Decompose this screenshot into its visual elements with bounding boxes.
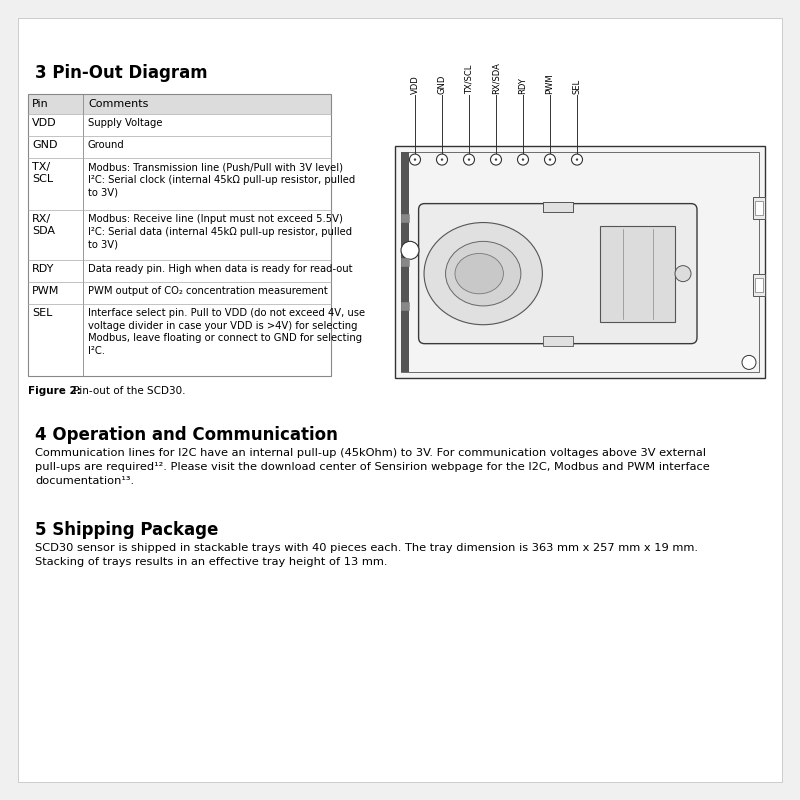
Bar (28, 94, 331, 114)
Bar (28, 94, 331, 376)
Circle shape (410, 154, 421, 165)
Text: 4 Operation and Communication: 4 Operation and Communication (35, 426, 338, 444)
FancyBboxPatch shape (418, 204, 697, 344)
Text: Modbus: Receive line (Input must not exceed 5.5V)
I²C: Serial data (internal 45k: Modbus: Receive line (Input must not exc… (88, 214, 352, 249)
Text: PWM: PWM (546, 73, 554, 94)
Bar (542, 336, 573, 346)
Text: Interface select pin. Pull to VDD (do not exceed 4V, use
voltage divider in case: Interface select pin. Pull to VDD (do no… (88, 308, 365, 355)
Text: Pin: Pin (32, 99, 49, 110)
Ellipse shape (424, 222, 542, 325)
Ellipse shape (455, 254, 503, 294)
Text: Figure 2:: Figure 2: (28, 386, 81, 396)
Circle shape (437, 154, 447, 165)
Text: GND: GND (438, 74, 446, 94)
Text: Data ready pin. High when data is ready for read-out: Data ready pin. High when data is ready … (88, 264, 353, 274)
Bar (395, 146, 765, 378)
Circle shape (571, 154, 582, 165)
Circle shape (522, 158, 524, 161)
Text: SCD30 sensor is shipped in stackable trays with 40 pieces each. The tray dimensi: SCD30 sensor is shipped in stackable tra… (35, 543, 698, 567)
Bar (755, 278, 763, 292)
Text: RX/
SDA: RX/ SDA (32, 214, 55, 236)
Text: PWM output of CO₂ concentration measurement: PWM output of CO₂ concentration measurem… (88, 286, 328, 296)
Text: Ground: Ground (88, 141, 125, 150)
Bar (542, 202, 573, 212)
Text: SEL: SEL (573, 78, 582, 94)
Circle shape (441, 158, 443, 161)
Text: Supply Voltage: Supply Voltage (88, 118, 162, 128)
Circle shape (742, 355, 756, 370)
Circle shape (549, 158, 551, 161)
Bar (401, 214, 409, 222)
Text: Modbus: Transmission line (Push/Pull with 3V level)
I²C: Serial clock (internal : Modbus: Transmission line (Push/Pull wit… (88, 162, 355, 197)
Circle shape (490, 154, 502, 165)
Text: 3 Pin-Out Diagram: 3 Pin-Out Diagram (35, 64, 208, 82)
Circle shape (494, 158, 498, 161)
Circle shape (675, 266, 691, 282)
Text: RDY: RDY (518, 77, 527, 94)
Bar (753, 198, 765, 219)
Bar (401, 302, 409, 310)
Bar (401, 258, 409, 266)
Circle shape (545, 154, 555, 165)
Circle shape (463, 154, 474, 165)
Circle shape (401, 242, 419, 259)
Text: Comments: Comments (88, 99, 148, 110)
Text: Communication lines for I2C have an internal pull-up (45kOhm) to 3V. For communi: Communication lines for I2C have an inte… (35, 448, 710, 486)
Circle shape (468, 158, 470, 161)
Text: PWM: PWM (32, 286, 59, 296)
Circle shape (518, 154, 529, 165)
Text: TX/
SCL: TX/ SCL (32, 162, 53, 184)
Text: VDD: VDD (32, 118, 57, 128)
Text: RX/SDA: RX/SDA (491, 62, 501, 94)
Bar (755, 202, 763, 215)
Text: 5 Shipping Package: 5 Shipping Package (35, 522, 218, 539)
Text: GND: GND (32, 141, 58, 150)
Bar (601, 226, 675, 322)
Text: RDY: RDY (32, 264, 54, 274)
Ellipse shape (446, 242, 521, 306)
Bar (401, 151, 409, 372)
Circle shape (414, 158, 416, 161)
Text: TX/SCL: TX/SCL (465, 64, 474, 94)
Bar (753, 274, 765, 296)
Bar (401, 151, 759, 372)
Text: Pin-out of the SCD30.: Pin-out of the SCD30. (70, 386, 186, 396)
Bar (542, 202, 573, 212)
Text: VDD: VDD (410, 75, 419, 94)
Text: SEL: SEL (32, 308, 52, 318)
Circle shape (576, 158, 578, 161)
